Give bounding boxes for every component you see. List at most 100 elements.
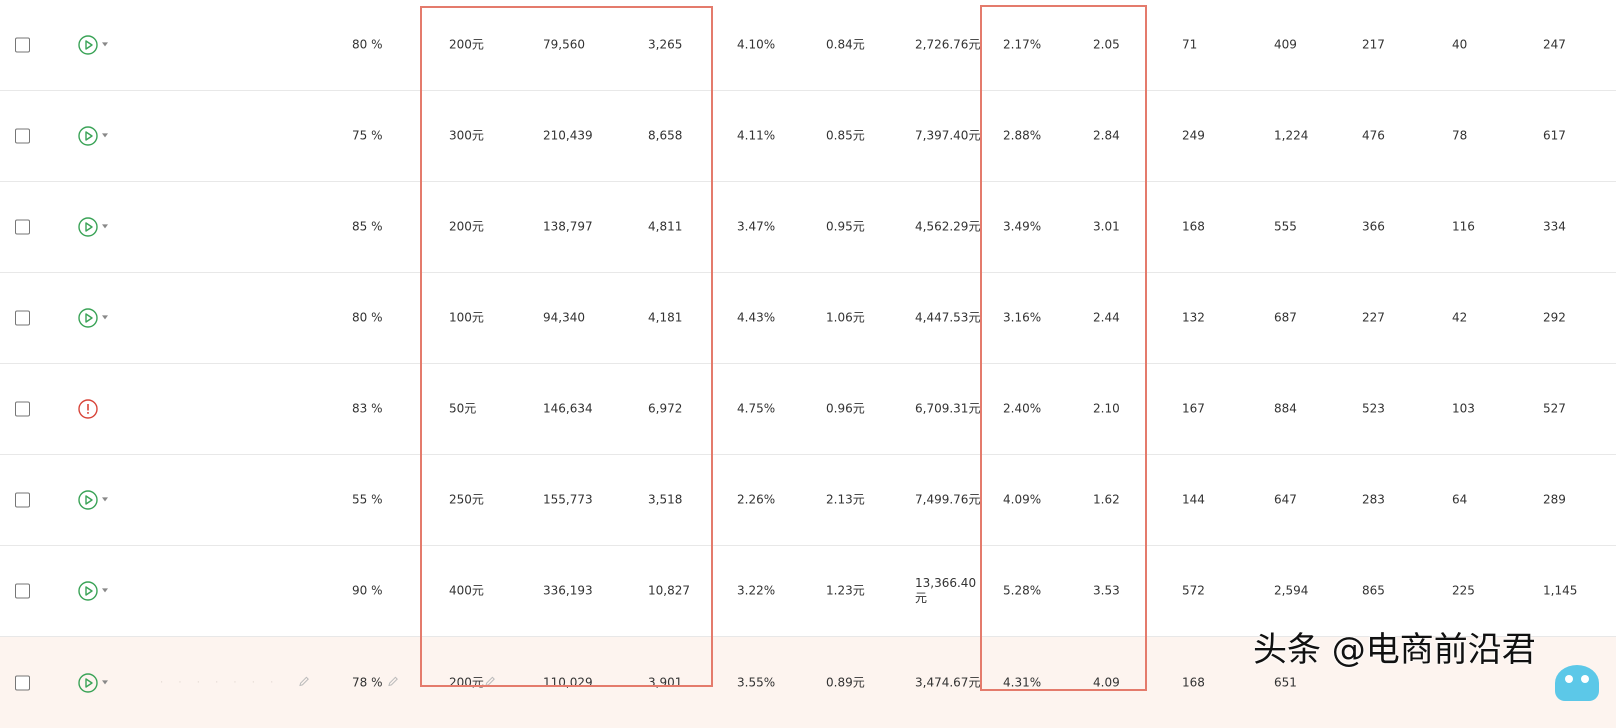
row-checkbox[interactable] [15,219,30,235]
metric-5-cell: 334 [1543,219,1566,234]
roi-cell: 2.84 [1093,128,1120,143]
metric-2-cell: 687 [1274,310,1297,325]
cvr-cell: 4.09% [1003,492,1042,507]
impressions-cell: 210,439 [543,128,593,143]
table-row: 85 % 200元 138,797 4,811 3.47% 0.95元 4,562.29元 3… [0,182,1616,273]
budget-edit-icon[interactable] [484,675,496,690]
cvr-cell: 4.31% [1003,675,1042,689]
metric-2-cell: 1,224 [1274,128,1309,143]
caret-down-icon[interactable] [102,679,108,684]
play-circle-icon[interactable] [78,308,98,328]
caret-down-icon[interactable] [102,497,108,502]
ctr-cell: 4.11% [737,128,776,143]
metric-1-cell: 144 [1182,492,1205,507]
caret-down-icon[interactable] [102,224,108,229]
row-checkbox[interactable] [15,675,30,690]
play-circle-icon[interactable] [78,35,98,55]
impressions-cell: 110,029 [543,675,593,689]
play-circle-icon[interactable] [78,217,98,237]
clicks-cell: 4,181 [648,310,683,325]
cvr-cell: 3.49% [1003,219,1042,234]
roi-cell: 4.09 [1093,675,1120,689]
roi-cell: 1.62 [1093,492,1120,507]
impressions-cell: 138,797 [543,219,593,234]
row-checkbox[interactable] [15,401,30,417]
percent-cell: 83 % [352,401,383,416]
row-checkbox[interactable] [15,128,30,144]
metric-1-cell: 168 [1182,219,1205,234]
cpc-cell: 0.84元 [826,37,865,52]
budget-cell: 300元 [449,128,484,143]
cost-cell: 3,474.67元 [915,675,981,689]
clicks-cell: 6,972 [648,401,683,416]
row-checkbox[interactable] [15,492,30,508]
cvr-cell: 2.40% [1003,401,1042,416]
metric-3-cell: 283 [1362,492,1385,507]
impressions-cell: 336,193 [543,583,593,598]
metric-4-cell: 116 [1452,219,1475,234]
caret-down-icon[interactable] [102,588,108,593]
cost-cell: 2,726.76元 [915,37,981,52]
cpc-cell: 0.95元 [826,219,865,234]
metric-4-cell: 42 [1452,310,1468,325]
table-row: 83 % 50元 146,634 6,972 4.75% 0.96元 6,709.31元 2.… [0,364,1616,455]
play-circle-icon[interactable] [78,126,98,146]
metric-2-cell: 884 [1274,401,1297,416]
metric-5-cell: 289 [1543,492,1566,507]
budget-cell: 250元 [449,492,484,507]
metric-4-cell: 78 [1452,128,1468,143]
table-row: 55 % 250元 155,773 3,518 2.26% 2.13元 7,499.76元 4… [0,455,1616,546]
roi-cell: 2.05 [1093,37,1120,52]
metric-3-cell: 865 [1362,583,1385,598]
percent-edit-icon[interactable] [387,675,399,690]
table-row: 75 % 300元 210,439 8,658 4.11% 0.85元 7,397.40元 2… [0,91,1616,182]
cpc-cell: 1.06元 [826,310,865,325]
cost-cell: 7,397.40元 [915,128,981,143]
metric-5-cell: 617 [1543,128,1566,143]
metric-3-cell: 366 [1362,219,1385,234]
cvr-cell: 3.16% [1003,310,1042,325]
percent-cell: 80 % [352,37,383,52]
caret-down-icon[interactable] [102,315,108,320]
play-circle-icon[interactable] [78,581,98,601]
play-circle-icon[interactable] [78,490,98,510]
caret-down-icon[interactable] [102,133,108,138]
mascot-logo [1555,665,1599,701]
metric-4-cell: 64 [1452,492,1468,507]
metric-5-cell: 527 [1543,401,1566,416]
metric-2-cell: 2,594 [1274,583,1309,598]
clicks-cell: 4,811 [648,219,683,234]
cpc-cell: 0.89元 [826,675,865,689]
impressions-cell: 155,773 [543,492,593,507]
cpc-cell: 1.23元 [826,583,865,598]
metric-2-cell: 651 [1274,675,1297,689]
metric-3-cell: 476 [1362,128,1385,143]
roi-cell: 2.10 [1093,401,1120,416]
clicks-cell: 3,901 [648,675,683,689]
budget-cell: 200元 [449,675,484,689]
row-checkbox[interactable] [15,583,30,599]
budget-cell: 200元 [449,219,484,234]
warning-circle-icon[interactable] [78,399,98,419]
budget-cell: 200元 [449,37,484,52]
budget-cell: 100元 [449,310,484,325]
row-checkbox[interactable] [15,310,30,326]
blurred-name: · · · · · · · [160,677,280,688]
name-edit-icon[interactable] [298,675,310,690]
ctr-cell: 4.75% [737,401,776,416]
cost-cell: 7,499.76元 [915,492,981,507]
cvr-cell: 2.88% [1003,128,1042,143]
row-checkbox[interactable] [15,37,30,53]
percent-cell: 78 % [352,675,383,689]
percent-cell: 75 % [352,128,383,143]
table-row: 90 % 400元 336,193 10,827 3.22% 1.23元 13,366.40… [0,546,1616,637]
impressions-cell: 146,634 [543,401,593,416]
ctr-cell: 3.22% [737,583,776,598]
caret-down-icon[interactable] [102,42,108,47]
impressions-cell: 79,560 [543,37,585,52]
percent-cell: 90 % [352,583,383,598]
metric-1-cell: 71 [1182,37,1198,52]
play-circle-icon[interactable] [78,672,98,693]
percent-cell: 80 % [352,310,383,325]
clicks-cell: 10,827 [648,583,690,598]
